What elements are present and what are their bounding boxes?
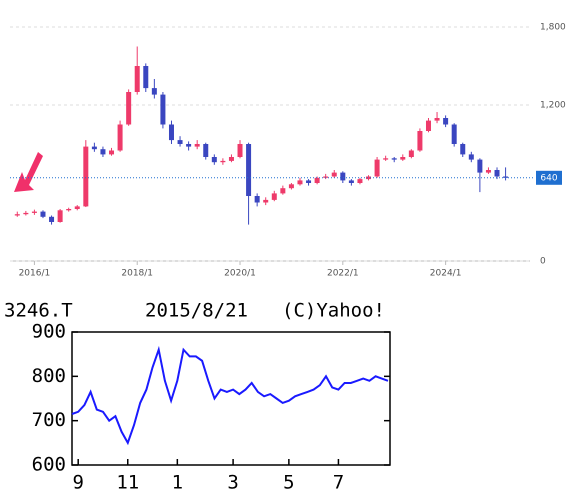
candle-body — [254, 196, 260, 203]
candle-body — [477, 159, 483, 173]
x-tick-label: 7 — [333, 472, 344, 494]
candle-body — [151, 88, 157, 95]
candle-body — [126, 92, 132, 125]
last-price-box — [536, 170, 562, 185]
candle-body — [109, 150, 115, 155]
x-tick-label: 2016/1 — [19, 269, 51, 279]
x-tick-label: 2020/1 — [224, 269, 256, 279]
candle-body — [14, 214, 20, 216]
candle-body — [400, 157, 406, 160]
y-tick-label: 600 — [32, 454, 66, 476]
candle-body — [100, 149, 106, 155]
candle-body — [434, 118, 440, 121]
candle-body — [417, 131, 423, 151]
arrow — [14, 152, 43, 192]
candle-body — [271, 193, 277, 200]
credit: (C)Yahoo! — [282, 300, 385, 322]
y-tick-label: 800 — [32, 365, 66, 387]
candle-body — [134, 66, 140, 92]
candle-body — [374, 159, 380, 177]
candle-body — [366, 176, 372, 180]
candle-body — [117, 124, 123, 151]
candle-body — [31, 211, 37, 213]
candle-body — [340, 172, 346, 181]
x-tick-label: 1 — [172, 472, 183, 494]
candle-body — [460, 144, 466, 155]
candle-body — [280, 188, 286, 194]
candlestick-chart: 0 1,200 1,800 2016/1 2018/1 2020/1 2022/1 2024/… — [10, 23, 566, 279]
candle-body — [66, 209, 72, 211]
candle-body — [83, 146, 89, 207]
candle-body — [494, 170, 500, 177]
candle-body — [186, 144, 192, 147]
candle-body — [357, 179, 363, 183]
x-tick-label: 9 — [72, 472, 83, 494]
candle-body — [57, 210, 63, 222]
x-tick-label: 2024/1 — [430, 269, 462, 279]
candle-body — [203, 144, 209, 157]
candle-body — [297, 180, 303, 185]
candle-body — [408, 150, 414, 157]
candle-body — [228, 157, 234, 161]
candle-body — [425, 120, 431, 131]
date: 2015/8/21 — [145, 300, 248, 322]
y-tick-label: 700 — [32, 409, 66, 431]
x-tick-label: 11 — [116, 472, 139, 494]
x-tick-label: 5 — [283, 472, 294, 494]
price-line — [71, 345, 389, 446]
candle-body — [143, 66, 149, 89]
candle-body — [443, 118, 449, 125]
x-tick-label: 3 — [227, 472, 238, 494]
candle-body — [323, 176, 329, 178]
candle-body — [451, 124, 457, 144]
candle-body — [74, 206, 80, 209]
candle-body — [468, 154, 474, 160]
candle-body — [485, 170, 491, 173]
y-tick-label: 900 — [32, 321, 66, 343]
candle-body — [348, 180, 354, 183]
line-chart: 3246.T 2015/8/21 (C)Yahoo! 600 700 800 900 9… — [4, 300, 391, 494]
candle-body — [160, 94, 166, 125]
candle-body — [391, 158, 397, 160]
candle-body — [194, 144, 200, 147]
candle-body — [91, 146, 97, 150]
candle-body — [263, 199, 269, 203]
y-tick-label: 0 — [540, 257, 546, 267]
candle-body — [23, 212, 29, 215]
candle-body — [288, 184, 294, 189]
ticker: 3246.T — [4, 300, 73, 322]
candle-body — [168, 124, 174, 141]
candle-body — [314, 177, 320, 183]
candle-body — [211, 157, 217, 163]
candle-body — [220, 160, 226, 163]
candle-body — [40, 211, 46, 217]
x-tick-label: 2022/1 — [327, 269, 359, 279]
y-tick-label: 1,200 — [540, 101, 566, 111]
candle-body — [49, 216, 55, 222]
x-tick-label: 2018/1 — [121, 269, 153, 279]
candle-body — [383, 158, 389, 160]
candle-body — [177, 140, 183, 144]
candle-body — [306, 180, 312, 183]
y-tick-label: 1,800 — [540, 23, 566, 33]
plot-frame — [71, 331, 391, 466]
candle-body — [237, 144, 243, 157]
last-price-label: 640 — [540, 173, 557, 183]
candle-body — [503, 176, 509, 178]
candle-body — [246, 144, 252, 196]
candle-body — [331, 172, 337, 177]
